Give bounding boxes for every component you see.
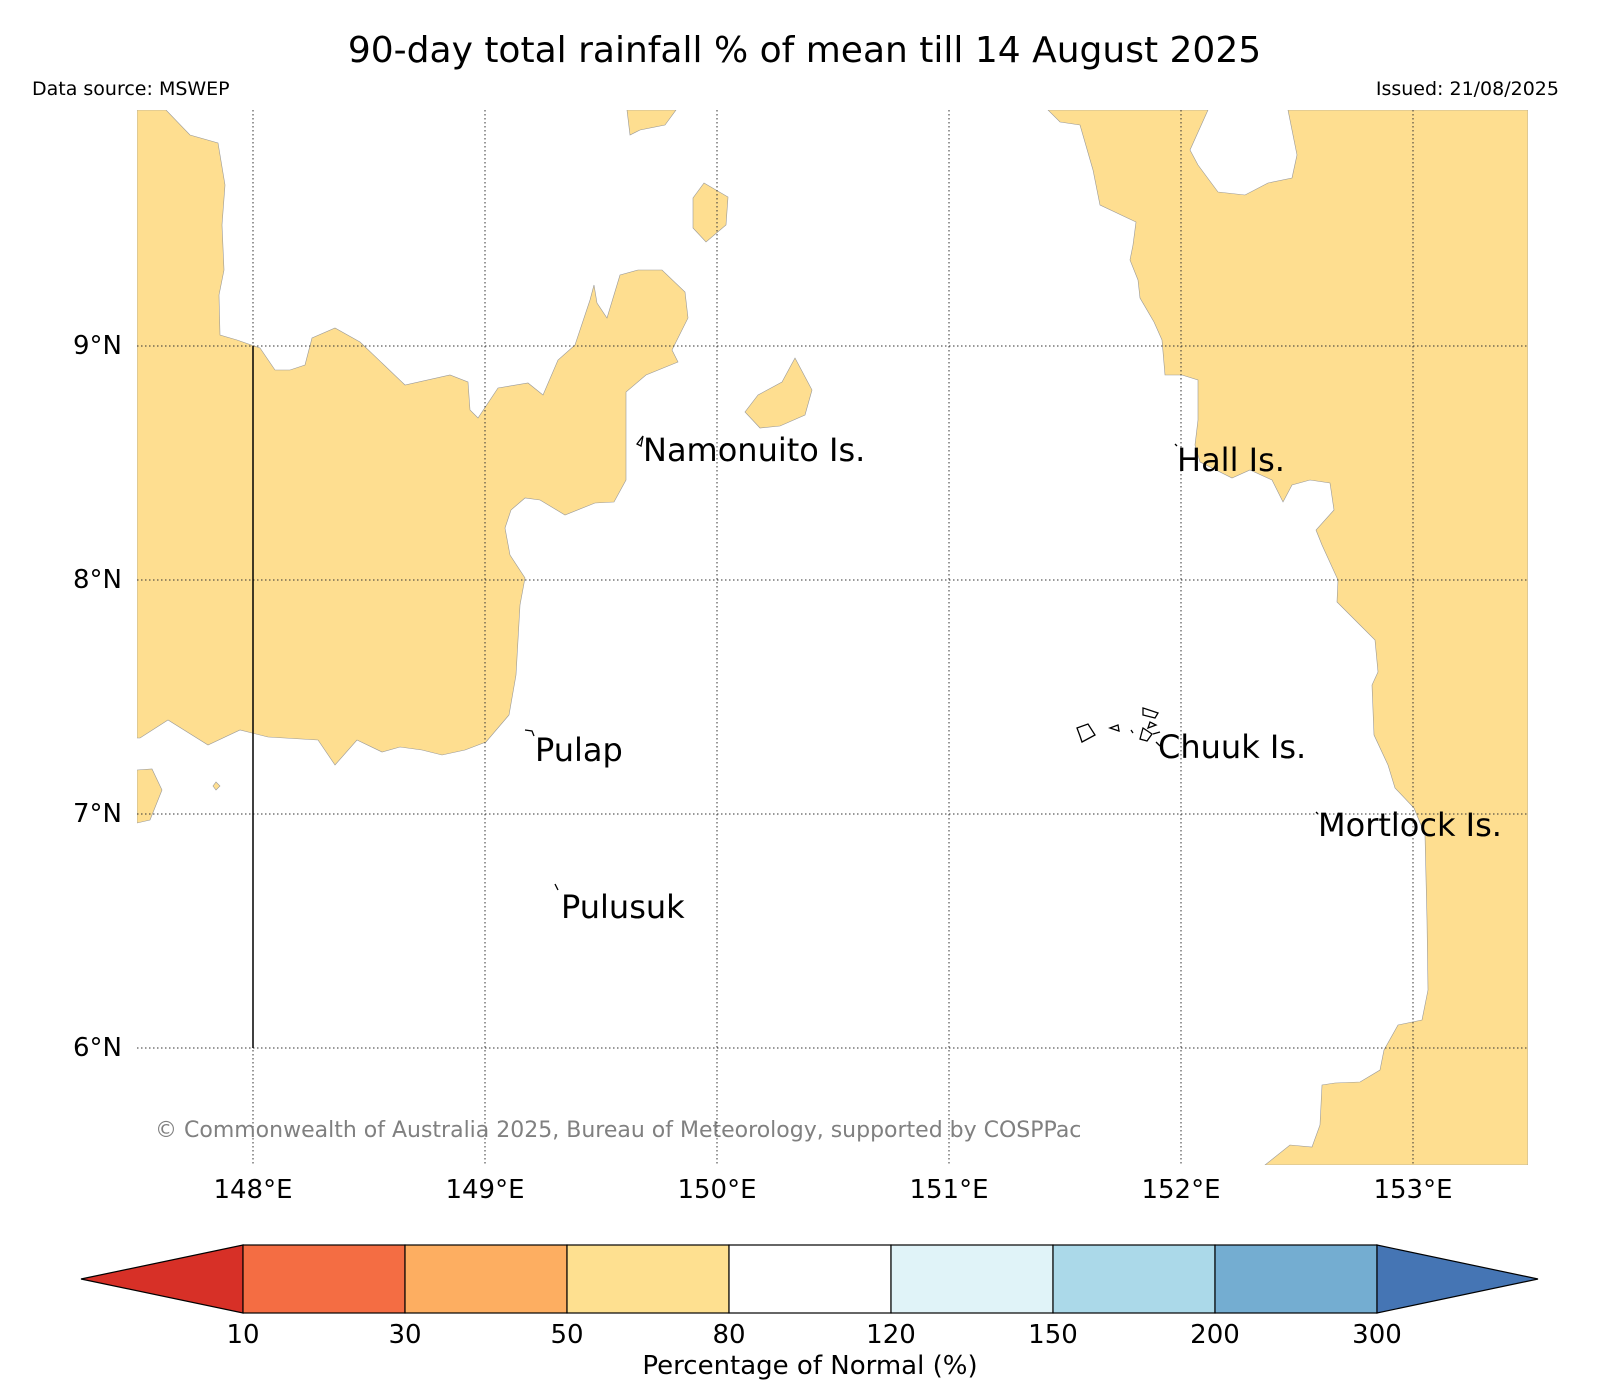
colorbar-label: Percentage of Normal (%) [642,1351,977,1380]
island-pulap [524,729,535,737]
copyright-notice: © Commonwealth of Australia 2025, Bureau… [155,1118,1081,1143]
colorbar-seg-80-120 [728,1244,892,1314]
rainfall-region-top [626,110,677,136]
rainfall-region-speck [212,781,221,791]
rainfall-region-sw [137,768,163,824]
colorbar [80,1244,1539,1314]
place-label-hall: Hall Is. [1177,441,1285,479]
colorbar-seg-150-200 [1052,1244,1216,1314]
lon-label-152e: 152°E [1141,1175,1220,1205]
colorbar-tick-80: 80 [712,1320,745,1350]
island-outlines [524,435,1319,891]
island-mortlock [1315,811,1319,815]
place-label-mortlock: Mortlock Is. [1318,806,1502,844]
island-pulusuk [554,883,559,891]
place-label-chuuk: Chuuk Is. [1158,728,1306,766]
colorbar-seg-above-300 [1376,1244,1539,1314]
lat-label-9n: 9°N [73,331,122,361]
colorbar-tick-150: 150 [1028,1320,1078,1350]
data-source-label: Data source: MSWEP [32,78,230,100]
colorbar-tick-10: 10 [226,1320,259,1350]
lat-label-7n: 7°N [73,799,122,829]
colorbar-seg-200-300 [1214,1244,1378,1314]
map-title: 90-day total rainfall % of mean till 14 … [347,30,1262,71]
rainfall-region-blob-north [692,182,729,243]
island-hall [1174,443,1178,447]
lon-label-151e: 151°E [909,1175,988,1205]
colorbar-seg-120-150 [890,1244,1054,1314]
lat-label-8n: 8°N [73,565,122,595]
colorbar-seg-30-50 [404,1244,568,1314]
lon-label-148e: 148°E [213,1175,292,1205]
lon-label-149e: 149°E [445,1175,524,1205]
colorbar-tick-300: 300 [1352,1320,1402,1350]
lon-label-153e: 153°E [1373,1175,1452,1205]
issued-date-label: Issued: 21/08/2025 [1375,78,1559,100]
island-chuuk-reef [1076,707,1161,747]
island-namonuito [636,435,644,447]
colorbar-seg-below-10 [80,1244,244,1314]
rainfall-fill-layer [137,110,1528,1165]
colorbar-seg-10-30 [242,1244,406,1314]
colorbar-tick-30: 30 [388,1320,421,1350]
place-label-pulusuk: Pulusuk [561,888,685,926]
lon-label-150e: 150°E [677,1175,756,1205]
lat-label-6n: 6°N [73,1033,122,1063]
colorbar-tick-120: 120 [866,1320,916,1350]
rainfall-region-blob-east [744,357,813,429]
colorbar-tick-200: 200 [1190,1320,1240,1350]
colorbar-seg-50-80 [566,1244,730,1314]
rainfall-region-east [1047,110,1528,1165]
place-label-pulap: Pulap [535,731,623,769]
place-label-namonuito: Namonuito Is. [643,431,865,469]
rainfall-region-west [137,110,689,766]
colorbar-tick-50: 50 [550,1320,583,1350]
